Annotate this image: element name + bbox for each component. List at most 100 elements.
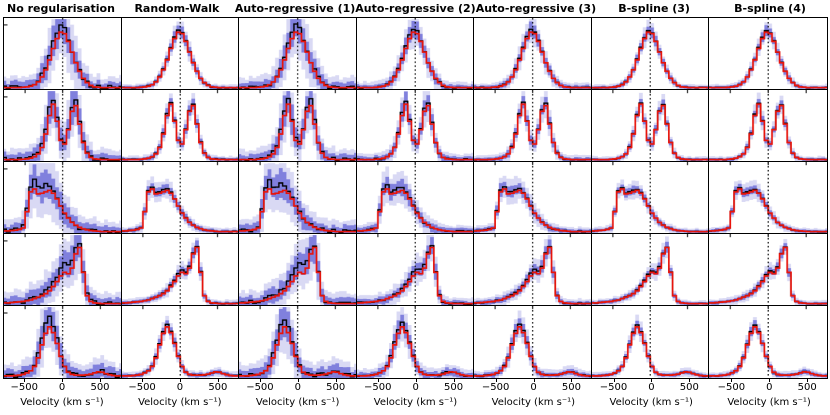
x-tick-label: −500	[717, 382, 746, 393]
column-title-1: No regularisation	[6, 2, 115, 15]
x-tick-label: 0	[58, 382, 66, 393]
subplot-row5-col6	[591, 306, 710, 378]
subplot-row2-col2	[121, 90, 240, 162]
x-tick-label: 500	[90, 382, 110, 393]
column-title-3: Auto-regressive (1)	[234, 2, 356, 15]
x-tick-label: 0	[530, 382, 537, 393]
subplot-row2-col1	[4, 90, 122, 162]
x-tick-label: 500	[561, 382, 581, 393]
x-tick-mark	[24, 379, 26, 382]
x-axis-label-col7: Velocity (km s⁻¹)	[727, 397, 811, 408]
subplot-row3-col4	[356, 162, 475, 234]
x-axis-label-col2: Velocity (km s⁻¹)	[138, 397, 222, 408]
subplot-row1-col6	[591, 18, 710, 90]
x-tick-mark	[100, 379, 101, 382]
x-tick-label: −500	[246, 382, 274, 393]
x-axis-label-col1: Velocity (km s⁻¹)	[20, 397, 104, 408]
x-axis-label-col5: Velocity (km s⁻¹)	[491, 397, 576, 408]
subplot-row2-col3	[239, 90, 357, 162]
subplot-row1-col4	[356, 18, 475, 90]
subplot-row2-col4	[356, 90, 475, 162]
subplot-row4-col2	[121, 234, 240, 306]
column-title-7: B-spline (4)	[734, 2, 806, 15]
x-axis-ticks-row: −500 0 500 −500 0 500 −500 0 500 −500 0 500 −500 0 500…	[3, 379, 828, 396]
subplot-row4-col5	[474, 234, 592, 306]
x-tick-mark	[297, 379, 299, 382]
x-tick-label: 0	[648, 382, 655, 393]
x-axis-cell-col1: −500 0 500	[3, 379, 121, 396]
x-tick-mark	[769, 379, 771, 382]
x-axis-cell-col2: −500 0 500	[121, 379, 239, 396]
x-tick-label: −500	[10, 382, 38, 393]
x-tick-label: 500	[208, 382, 228, 393]
x-tick-label: −500	[599, 382, 628, 393]
subplot-row3-col2	[121, 162, 240, 234]
subplot-row5-col1	[4, 306, 122, 378]
x-tick-mark	[335, 379, 337, 382]
x-axis-cell-col5: −500 0 500	[474, 379, 592, 396]
x-tick-label: −500	[364, 382, 392, 393]
x-tick-mark	[613, 379, 615, 382]
subplot-row5-col3	[239, 306, 357, 378]
subplot-row5-col5	[474, 306, 592, 378]
x-tick-label: −500	[128, 382, 156, 393]
subplot-row1-col2	[121, 18, 240, 90]
x-tick-label: 500	[444, 382, 464, 393]
subplot-row2-col6	[591, 90, 710, 162]
x-axis-label-col3: Velocity (km s⁻¹)	[255, 397, 340, 408]
x-tick-mark	[377, 379, 379, 382]
x-axis-labels-row: Velocity (km s⁻¹) Velocity (km s⁻¹) Veloci…	[3, 396, 828, 412]
x-tick-mark	[807, 379, 809, 382]
subplot-row5-col7	[709, 306, 827, 378]
subplot-row4-col1	[4, 234, 122, 306]
subplot-row3-col7	[709, 162, 827, 234]
subplot-row1-col3	[239, 18, 357, 90]
subplot-row2-col7	[709, 90, 827, 162]
x-axis-cell-col7: −500 0 500	[710, 379, 828, 396]
column-title-4: Auto-regressive (2)	[355, 2, 476, 15]
x-tick-label: 500	[679, 382, 699, 393]
x-tick-mark	[179, 379, 181, 382]
x-axis-cell-col6: −500 0 500	[592, 379, 710, 396]
subplot-row4-col7	[709, 234, 827, 306]
x-tick-mark	[495, 379, 497, 382]
x-tick-mark	[571, 379, 573, 382]
x-tick-mark	[651, 379, 653, 382]
x-tick-label: −500	[481, 382, 510, 393]
x-axis-label-col4: Velocity (km s⁻¹)	[373, 397, 458, 408]
subplot-row3-col1	[4, 162, 122, 234]
panels-grid	[3, 17, 828, 379]
subplot-row5-col4	[356, 306, 475, 378]
x-tick-mark	[142, 379, 144, 382]
x-tick-mark	[533, 379, 535, 382]
x-tick-mark	[415, 379, 417, 382]
column-title-6: B-spline (3)	[618, 2, 690, 15]
subplot-row1-col1	[4, 18, 122, 90]
x-axis-cell-col4: −500 0 500	[357, 379, 475, 396]
x-tick-mark	[259, 379, 261, 382]
subplot-row4-col4	[356, 234, 475, 306]
subplot-row4-col3	[239, 234, 357, 306]
subplot-row1-col7	[709, 18, 827, 90]
subplot-row5-col2	[121, 306, 240, 378]
x-tick-mark	[689, 379, 691, 382]
subplot-row3-col3	[239, 162, 357, 234]
x-axis-cell-col3: −500 0 500	[239, 379, 357, 396]
x-tick-label: 500	[326, 382, 346, 393]
x-tick-label: 0	[176, 382, 184, 393]
x-tick-label: 0	[412, 382, 419, 393]
subplot-row1-col5	[474, 18, 592, 90]
subplot-row4-col6	[591, 234, 710, 306]
x-tick-mark	[217, 379, 219, 382]
x-axis-label-col6: Velocity (km s⁻¹)	[609, 397, 693, 408]
column-title-2: Random-Walk	[134, 2, 220, 15]
x-tick-label: 0	[294, 382, 301, 393]
column-titles-row: No regularisation Random-Walk Auto-regress…	[3, 2, 828, 17]
subplot-row3-col5	[474, 162, 592, 234]
subplot-row3-col6	[591, 162, 710, 234]
x-tick-label: 500	[797, 382, 817, 393]
x-tick-mark	[731, 379, 733, 382]
x-tick-mark	[62, 379, 64, 382]
x-tick-mark	[453, 379, 455, 382]
